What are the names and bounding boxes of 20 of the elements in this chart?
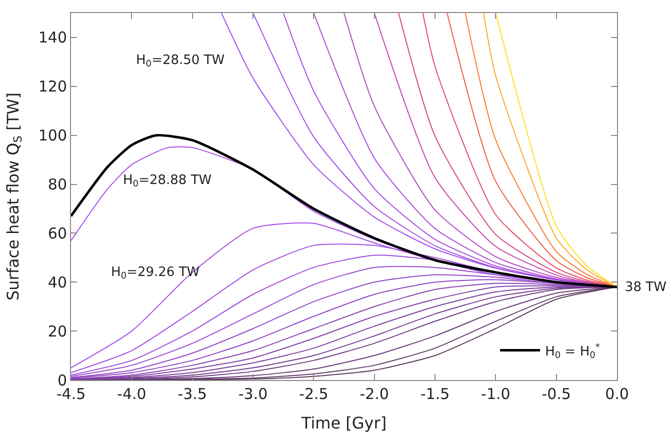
y-tick-label: 60 [48,224,67,242]
x-tick-label: -3.0 [238,385,268,403]
x-tick-label: -2.0 [360,385,389,403]
y-tick-label: 40 [48,273,67,292]
y-tick-label: 120 [38,78,67,96]
y-tick-label: 20 [48,322,67,340]
x-tick-label: 0.0 [605,385,629,403]
annotation: H$_{0}$=28.88 TW [123,173,212,190]
y-tick-label: 140 [38,28,67,47]
x-tick-label: -2.5 [299,385,328,403]
y-tick-label: 100 [38,126,67,145]
annotation: 38 TW [625,280,667,295]
y-tick-label: 80 [48,176,67,194]
x-tick-label: -0.5 [542,385,571,403]
x-tick-label: -1.0 [481,385,510,403]
annotation: H$_{0}$=28.50 TW [136,53,225,70]
x-tick-label: -1.5 [420,385,450,403]
x-axis-title: Time [Gyr] [300,414,387,433]
x-tick-label: -3.5 [178,385,207,403]
x-tick-label: -4.0 [117,385,146,403]
